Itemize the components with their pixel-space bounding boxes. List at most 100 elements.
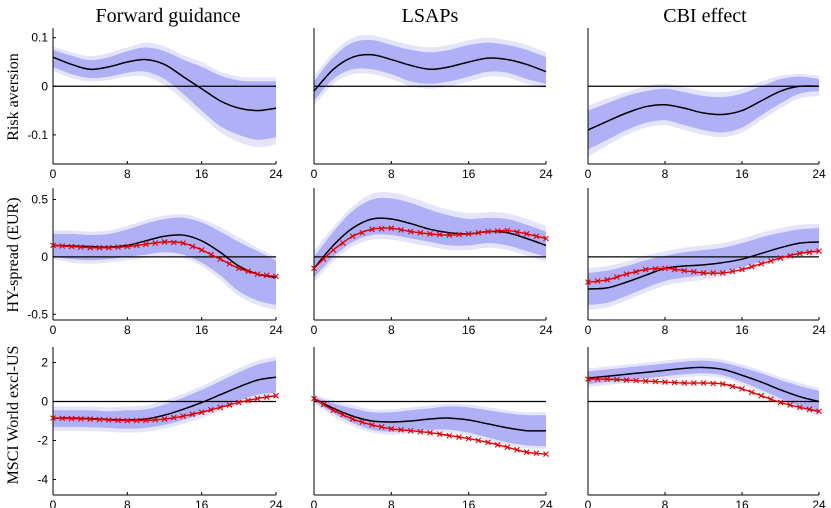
red-marker: [189, 243, 196, 250]
red-marker: [359, 419, 366, 425]
median-response-line: [313, 217, 547, 269]
red-marker: [349, 233, 356, 240]
red-marker: [613, 274, 620, 280]
median-response-line: [313, 397, 547, 432]
red-marker: [585, 376, 591, 383]
red-marker: [671, 379, 678, 386]
red-marker: [398, 426, 404, 433]
red-marker: [68, 415, 75, 422]
red-marker: [533, 233, 540, 240]
red-marker: [198, 409, 205, 416]
column-title-lsaps: LSAPs: [402, 5, 459, 27]
red-marker: [417, 229, 424, 236]
red-marker: [96, 416, 103, 423]
red-marker: [767, 396, 774, 402]
red-marker: [143, 417, 149, 424]
red-marker: [613, 376, 620, 383]
red-marker: [446, 432, 453, 439]
red-marker: [652, 266, 659, 272]
y-tick-label: -0.1: [27, 128, 48, 142]
y-tick-label: -2: [37, 433, 48, 447]
red-marker: [388, 225, 395, 232]
x-tick-label: 0: [50, 498, 57, 508]
red-marker: [417, 428, 424, 435]
x-tick-label: 16: [195, 498, 209, 508]
x-tick-label: 24: [539, 167, 553, 181]
red-marker: [543, 451, 549, 457]
red-marker: [796, 250, 803, 257]
red-marker: [642, 378, 649, 384]
red-marker: [710, 380, 717, 387]
red-marker: [245, 397, 252, 404]
red-marker: [700, 380, 707, 386]
red-marker: [504, 444, 511, 451]
red-marker: [681, 380, 688, 386]
red-marker: [475, 229, 482, 236]
red-marker: [816, 248, 822, 255]
panel-7: 0 8 16 24 2 0 -2 -4: [37, 347, 283, 508]
red-marker: [217, 404, 224, 411]
red-marker: [96, 244, 103, 251]
red-marker: [623, 377, 630, 383]
red-marker: [115, 417, 121, 424]
red-marker: [485, 228, 491, 235]
red-marker: [388, 425, 395, 432]
red-marker: [465, 435, 472, 442]
red-marker: [543, 235, 549, 242]
red-marker: [427, 231, 433, 237]
x-tick-label: 8: [124, 167, 131, 181]
red-marker: [254, 271, 261, 277]
x-tick-label: 0: [50, 167, 57, 181]
red-marker: [633, 268, 640, 275]
red-marker: [662, 265, 668, 272]
red-marker: [208, 406, 214, 413]
red-marker: [398, 227, 404, 233]
red-marker: [105, 417, 112, 423]
x-tick-label: 24: [539, 323, 553, 337]
panel-4: 0 8 16 240.50-0.5: [27, 188, 283, 337]
confidence-band-68: [53, 217, 276, 306]
red-marker: [494, 228, 501, 234]
x-tick-label: 16: [195, 323, 209, 337]
red-marker: [662, 379, 668, 385]
red-marker: [50, 242, 56, 249]
red-marker: [514, 446, 520, 453]
median-response-line: [52, 234, 277, 279]
red-marker: [504, 227, 511, 234]
red-marker: [623, 271, 630, 277]
x-tick-label: 16: [462, 498, 476, 508]
red-marker: [523, 231, 530, 237]
red-marker: [124, 417, 131, 424]
x-tick-label: 24: [812, 498, 826, 508]
panel-9: 0 8 16 24: [585, 347, 826, 508]
y-tick-label: -0.5: [27, 307, 48, 321]
x-tick-label: 8: [124, 498, 131, 508]
red-marker: [594, 376, 601, 383]
red-marker: [180, 413, 186, 420]
red-marker: [690, 268, 697, 275]
x-tick-label: 8: [662, 167, 669, 181]
red-marker: [787, 402, 794, 408]
x-tick-label: 24: [812, 167, 826, 181]
red-marker: [189, 411, 196, 418]
confidence-band-68: [588, 228, 819, 306]
x-tick-label: 8: [662, 323, 669, 337]
red-marker: [690, 380, 697, 386]
x-tick-label: 0: [585, 498, 592, 508]
red-marker: [340, 240, 346, 246]
y-tick-label: 2: [41, 356, 48, 370]
red-marker: [642, 266, 649, 273]
red-marker: [710, 270, 717, 276]
red-marker: [378, 423, 385, 430]
confidence-band-68: [588, 360, 819, 414]
red-marker: [436, 431, 443, 438]
x-tick-label: 24: [269, 323, 283, 337]
red-marker: [245, 268, 252, 275]
x-tick-label: 16: [462, 167, 476, 181]
red-marker: [152, 416, 159, 423]
median-response-line: [52, 56, 277, 112]
x-tick-label: 0: [311, 167, 318, 181]
red-marker: [320, 401, 327, 408]
red-marker: [748, 389, 755, 396]
